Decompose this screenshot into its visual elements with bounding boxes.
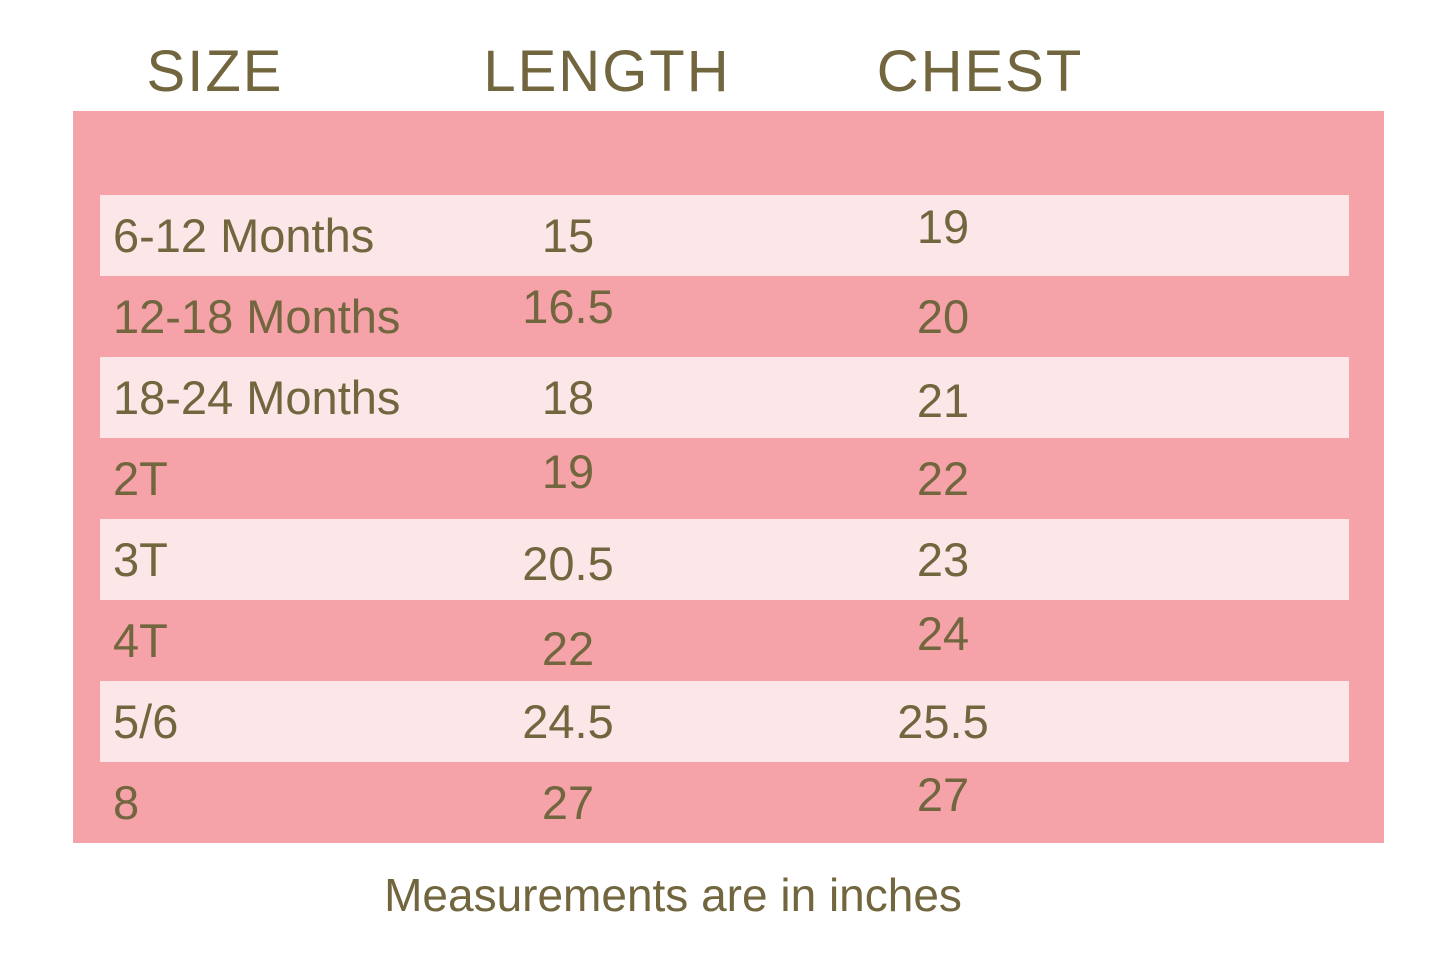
length-cell: 20.5 — [522, 537, 614, 590]
table-row: 5/6 24.5 25.5 — [73, 681, 1384, 762]
size-cell: 5/6 — [113, 695, 179, 748]
table-row: 12-18 Months 16.5 20 — [73, 276, 1384, 357]
size-cell: 6-12 Months — [113, 209, 375, 262]
chest-cell: 22 — [916, 452, 970, 505]
size-cell: 2T — [113, 452, 168, 505]
length-cell: 19 — [541, 445, 595, 498]
size-table-panel: 6-12 Months 15 19 12-18 Months 16.5 20 1… — [73, 111, 1384, 843]
length-cell: 15 — [541, 209, 595, 262]
chest-cell: 24 — [916, 607, 970, 660]
length-cell: 16.5 — [522, 280, 614, 333]
length-cell: 18 — [541, 371, 595, 424]
size-cell: 18-24 Months — [113, 371, 401, 424]
size-cell: 8 — [113, 776, 140, 829]
panel-top-spacer — [73, 111, 1384, 195]
column-header-chest: CHEST — [876, 39, 1084, 104]
chest-cell: 23 — [916, 533, 970, 586]
length-cell: 24.5 — [522, 695, 614, 748]
column-header-length: LENGTH — [483, 39, 731, 104]
chest-cell: 20 — [916, 290, 970, 343]
table-row: 4T 22 24 — [73, 600, 1384, 681]
size-cell: 4T — [113, 614, 168, 667]
table-row: 6-12 Months 15 19 — [73, 195, 1384, 276]
size-cell: 3T — [113, 533, 168, 586]
size-table-rows: 6-12 Months 15 19 12-18 Months 16.5 20 1… — [73, 195, 1384, 843]
size-cell: 12-18 Months — [113, 290, 401, 343]
table-row: 18-24 Months 18 21 — [73, 357, 1384, 438]
table-row: 3T 20.5 23 — [73, 519, 1384, 600]
chest-cell: 25.5 — [897, 695, 989, 748]
length-cell: 22 — [541, 622, 595, 675]
column-header-size: SIZE — [146, 39, 284, 104]
measurements-footnote: Measurements are in inches — [384, 869, 962, 921]
chest-cell: 27 — [916, 768, 970, 821]
chest-cell: 19 — [916, 200, 970, 253]
table-row: 8 27 27 — [73, 762, 1384, 843]
table-row: 2T 19 22 — [73, 438, 1384, 519]
length-cell: 27 — [541, 776, 595, 829]
chest-cell: 21 — [916, 374, 970, 427]
